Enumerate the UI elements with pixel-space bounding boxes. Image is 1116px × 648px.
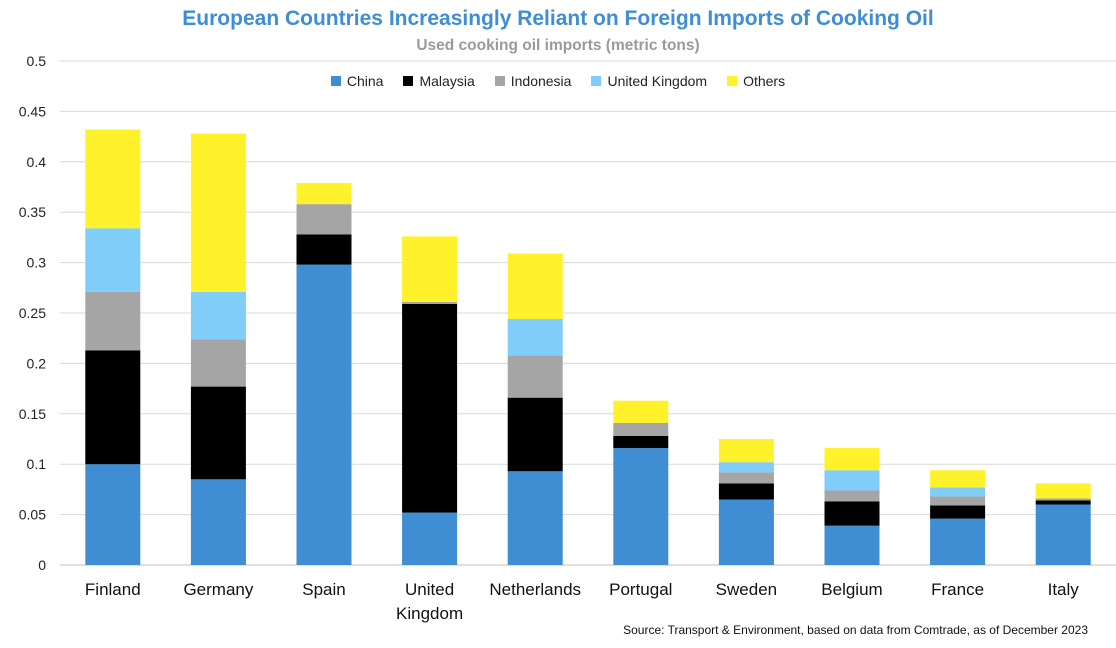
bar-segment-china — [824, 525, 880, 565]
bar-segment-malaysia — [718, 483, 774, 500]
bar-segment-china — [402, 512, 458, 565]
bar-segment-indonesia — [402, 301, 458, 304]
bar-segment-malaysia — [507, 397, 563, 472]
legend-item-others: Others — [727, 73, 785, 89]
bar-segment-united-kingdom — [824, 470, 880, 491]
bar-segment-china — [718, 499, 774, 565]
legend-label-china: China — [346, 73, 384, 89]
bar-segment-china — [296, 264, 352, 565]
bar-segment-indonesia — [930, 496, 986, 506]
bar-segment-indonesia — [296, 204, 352, 235]
bar-segment-others — [402, 236, 458, 302]
bar-segment-malaysia — [85, 350, 141, 465]
y-tick-label: 0.2 — [27, 355, 47, 371]
bar-segment-malaysia — [402, 303, 458, 513]
legend-label-others: Others — [743, 73, 786, 89]
legend-swatch-others — [727, 76, 738, 86]
chart-subtitle: Used cooking oil imports (metric tons) — [416, 37, 700, 54]
x-tick-label: Portugal — [609, 580, 672, 599]
y-tick-label: 0.35 — [19, 204, 46, 220]
bar-segment-united-kingdom — [930, 487, 986, 497]
legend-item-indonesia: Indonesia — [494, 73, 572, 89]
legend-item-united-kingdom: United Kingdom — [591, 73, 707, 89]
source-note: Source: Transport & Environment, based o… — [623, 623, 1088, 637]
bar-segment-united-kingdom — [718, 462, 774, 473]
x-tick-label: Netherlands — [489, 580, 581, 599]
bar-segment-others — [718, 439, 774, 463]
bar-segment-malaysia — [930, 505, 986, 519]
legend-label-united-kingdom: United Kingdom — [607, 73, 708, 89]
bar-segment-china — [507, 471, 563, 565]
bar-segment-indonesia — [718, 472, 774, 484]
bar-segment-indonesia — [613, 422, 669, 436]
bar-segment-malaysia — [613, 435, 669, 449]
y-tick-label: 0.4 — [27, 154, 47, 170]
x-tick-label: Spain — [302, 580, 345, 599]
bar-segment-united-kingdom — [85, 228, 141, 292]
y-tick-label: 0.5 — [27, 53, 47, 69]
bar-segment-united-kingdom — [507, 319, 563, 356]
bar-segment-china — [190, 479, 246, 565]
legend-swatch-indonesia — [494, 76, 505, 86]
bar-segment-others — [930, 470, 986, 488]
x-tick-label: Germany — [183, 580, 253, 599]
y-tick-label: 0.05 — [19, 507, 46, 523]
bar-segment-indonesia — [190, 339, 246, 387]
legend-swatch-malaysia — [403, 76, 414, 86]
legend-label-indonesia: Indonesia — [510, 73, 572, 89]
chart-title: European Countries Increasingly Reliant … — [182, 7, 934, 30]
x-tick-label: Finland — [85, 580, 141, 599]
bar-segment-malaysia — [190, 386, 246, 480]
bar-segment-others — [190, 133, 246, 292]
bar-segment-indonesia — [85, 291, 141, 351]
x-tick-label: France — [931, 580, 984, 599]
bar-segment-malaysia — [824, 501, 880, 526]
bar-segment-others — [296, 182, 352, 205]
bar-segment-china — [930, 518, 986, 565]
legend-swatch-united-kingdom — [591, 76, 602, 86]
x-tick-label: United Kingdom — [396, 580, 463, 623]
bar-segment-malaysia — [1035, 500, 1091, 505]
legend: China Malaysia Indonesia United Kingdom … — [0, 73, 1116, 89]
y-tick-label: 0.1 — [27, 456, 47, 472]
bar-segment-others — [824, 448, 880, 471]
x-tick-label: Italy — [1048, 580, 1080, 599]
legend-item-china: China — [330, 73, 384, 89]
bar-segment-others — [1035, 483, 1091, 499]
legend-item-malaysia: Malaysia — [403, 73, 475, 89]
y-tick-label: 0.15 — [19, 406, 46, 422]
x-tick-label: Sweden — [716, 580, 777, 599]
bar-segment-others — [507, 253, 563, 320]
bar-segment-united-kingdom — [190, 291, 246, 340]
bar-segment-china — [85, 464, 141, 565]
x-tick-label: Belgium — [821, 580, 882, 599]
bar-segment-indonesia — [507, 355, 563, 398]
legend-label-malaysia: Malaysia — [419, 73, 475, 89]
bar-segment-indonesia — [824, 490, 880, 502]
bar-segment-indonesia — [1035, 498, 1091, 501]
bar-segment-others — [613, 400, 669, 423]
y-tick-label: 0.3 — [27, 255, 47, 271]
bar-segment-china — [613, 448, 669, 565]
legend-swatch-china — [330, 76, 341, 86]
y-tick-label: 0.25 — [19, 305, 46, 321]
y-tick-label: 0 — [38, 557, 46, 573]
bar-segment-others — [85, 129, 141, 229]
bar-segment-malaysia — [296, 234, 352, 265]
y-tick-label: 0.45 — [19, 103, 46, 119]
bar-segment-china — [1035, 504, 1091, 565]
